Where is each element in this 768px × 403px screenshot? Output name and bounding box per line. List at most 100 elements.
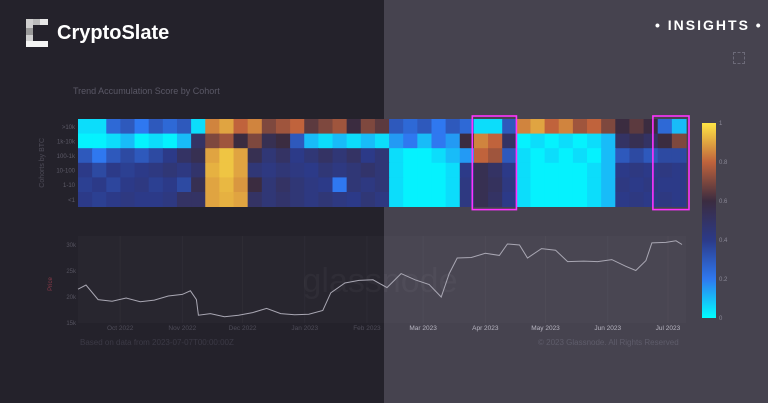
heatmap-cell [332,192,348,207]
heatmap-cell [134,162,150,178]
x-tick-label: Jun 2023 [594,325,621,332]
heatmap-cell [134,119,150,134]
heatmap-cell [671,119,687,134]
heatmap-cell [233,133,249,149]
heatmap-cell [304,162,319,178]
heatmap-cell [261,133,277,149]
heatmap-cell [332,162,348,178]
heatmap-cell [219,148,235,164]
heatmap-cell [544,177,560,193]
heatmap-cell [346,192,362,207]
heatmap-cell [205,133,220,149]
heatmap-cell [643,148,659,164]
heatmap-cell [587,177,602,193]
heatmap-cell [275,119,291,134]
row-label-0: >10k [62,125,76,131]
heatmap-cell [120,133,136,149]
heatmap-cell [615,148,631,164]
heatmap-cell [233,148,249,164]
x-tick-label: Feb 2023 [353,325,381,332]
colorbar-tick: 0.4 [719,238,728,244]
heatmap-cell [275,177,291,193]
heatmap-cell [162,177,178,193]
heatmap-cell [671,192,687,207]
heatmap-cell [247,177,263,193]
heatmap-cell [601,177,616,193]
heatmap-cell [473,162,489,178]
heatmap-cell [417,162,433,178]
heatmap-cell [558,192,574,207]
heatmap-cell [134,177,150,193]
heatmap-cell [488,177,503,193]
heatmap-cell [389,119,404,134]
heatmap-cell [332,119,348,134]
colorbar-tick: 1 [719,121,723,127]
heatmap-cell [219,133,235,149]
heatmap-cell [106,162,122,178]
row-label-5: <1 [68,198,76,204]
x-tick-label: Apr 2023 [472,325,499,332]
heatmap-cell [459,192,475,207]
highlight-box [471,115,518,211]
x-tick-label: Mar 2023 [409,325,437,332]
heatmap-cell [488,192,503,207]
heatmap-cell [544,162,560,178]
heatmap-cell [473,177,489,193]
highlight-box [652,115,690,211]
heatmap-cell [431,133,447,149]
heatmap-cell [403,148,418,164]
heatmap-cell [191,148,206,164]
colorbar-tick: 0.6 [719,199,728,205]
heatmap-cell [601,192,616,207]
price-ylabel: Price [48,277,54,291]
colorbar-tick: 0.8 [719,160,728,166]
heatmap-cell [502,177,517,193]
colorbar-tick: 0.2 [719,277,728,283]
heatmap-cell [445,162,461,178]
heatmap-cell [176,162,192,178]
heatmap-cell [148,162,164,178]
heatmap-cell [304,133,319,149]
heatmap-cell [120,177,136,193]
heatmap-cell [148,148,164,164]
heatmap-cell [233,192,249,207]
heatmap-cell [233,177,249,193]
heatmap-cell [247,119,263,134]
heatmap-cell [587,119,602,134]
heatmap-cell [530,148,546,164]
heatmap-cell [148,119,164,134]
heatmap-cell [78,119,93,134]
heatmap-cell [643,177,659,193]
heatmap-cell [530,162,546,178]
heatmap-cell [304,177,319,193]
heatmap-cell [290,148,305,164]
heatmap-cell [417,177,433,193]
heatmap-cell [191,177,206,193]
heatmap-cell [657,133,673,149]
heatmap-cell [445,177,461,193]
heatmap-cell [403,177,418,193]
heatmap-cell [473,133,489,149]
heatmap-cell [290,162,305,178]
heatmap-cell [360,119,376,134]
heatmap-cell [389,162,404,178]
heatmap-cell [544,133,560,149]
heatmap-cell [318,162,334,178]
heatmap-cell [572,177,588,193]
heatmap-cell [162,119,178,134]
y-tick-label: 20k [66,295,77,301]
heatmap-cell [572,119,588,134]
heatmap-ylabel: Cohorts by BTC [39,138,46,188]
heatmap-cell [78,148,93,164]
heatmap-cell [473,119,489,134]
heatmap-cell [332,148,348,164]
heatmap-cell [643,133,659,149]
heatmap-cell [191,162,206,178]
heatmap-cell [601,133,616,149]
heatmap-cell [473,148,489,164]
heatmap-cell [544,192,560,207]
expand-icon[interactable] [733,52,745,64]
heatmap-cell [629,148,645,164]
heatmap-cell [92,119,107,134]
heatmap-cell [671,133,687,149]
